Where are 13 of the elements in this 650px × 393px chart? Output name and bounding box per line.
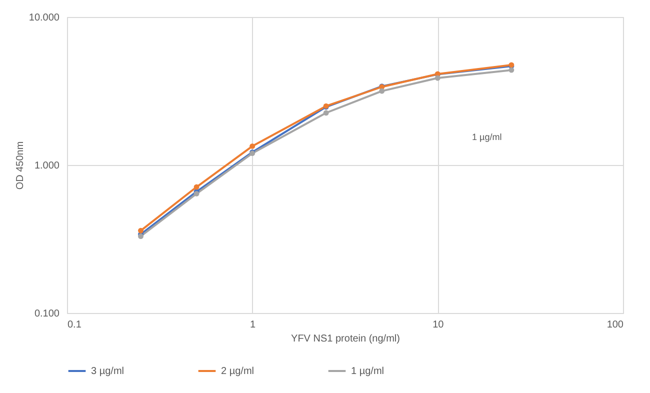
y-tick-label: 1.000 (34, 160, 60, 172)
legend-label: 2 µg/ml (221, 366, 254, 377)
x-axis-title: YFV NS1 protein (ng/ml) (291, 334, 400, 344)
y-tick-label: 10.000 (28, 12, 60, 24)
x-tick-label: 10 (432, 320, 444, 330)
legend-label: 1 µg/ml (351, 366, 384, 377)
y-tick-label: 0.100 (34, 308, 60, 320)
annotation: 1 µg/ml (472, 132, 502, 142)
x-tick-label: 1 (250, 320, 256, 330)
x-tick-label: 0.1 (68, 320, 82, 330)
x-tick-label: 100 (606, 320, 624, 330)
legend-label: 3 µg/ml (91, 366, 124, 377)
y-axis-title: OD 450nm (14, 141, 26, 190)
